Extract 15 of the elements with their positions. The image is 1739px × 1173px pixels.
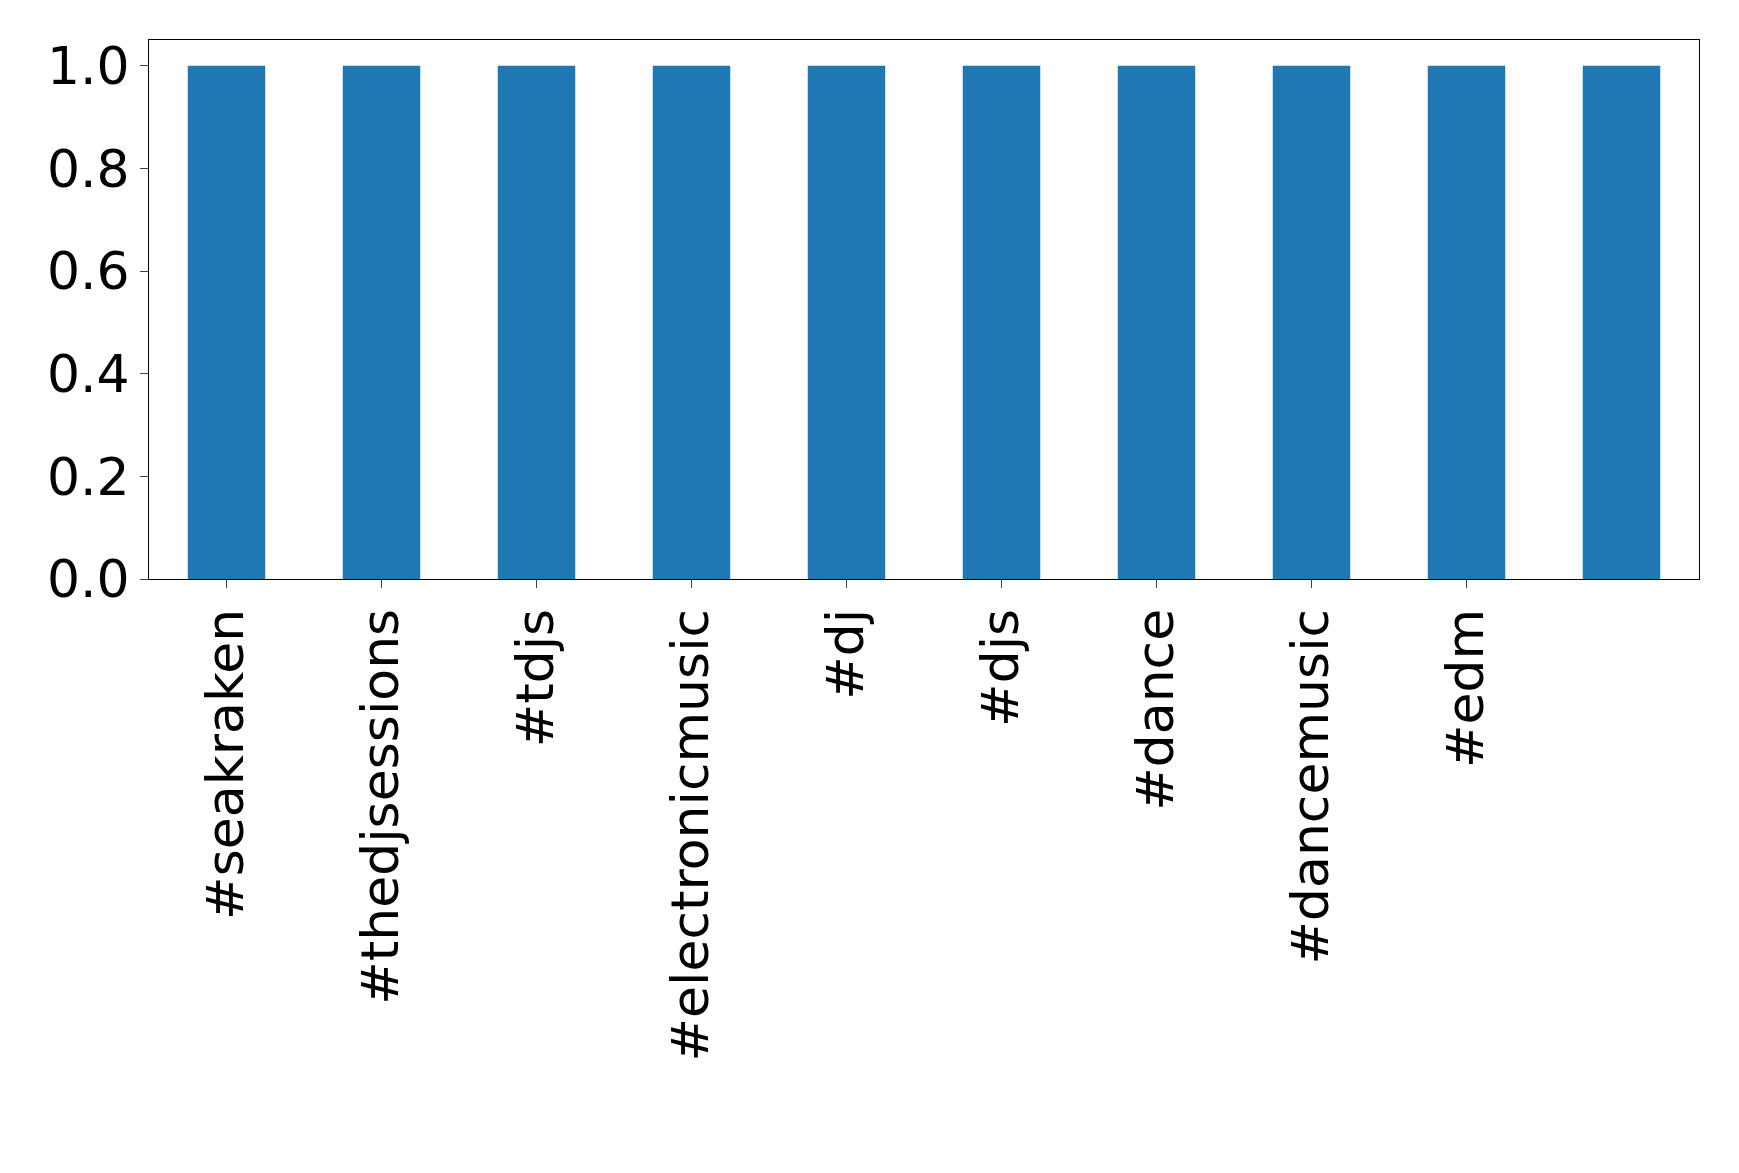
y-tick-label: 0.4 bbox=[46, 343, 130, 404]
x-tick-label: #tdjs bbox=[505, 608, 566, 748]
x-tick-label: #electronicmusic bbox=[660, 608, 721, 1062]
y-tick-label: 0.6 bbox=[46, 241, 130, 302]
y-tick-label: 0.8 bbox=[46, 138, 130, 199]
x-tick-label: #thedjsessions bbox=[350, 608, 411, 1005]
x-tick-label: #dance bbox=[1125, 608, 1186, 811]
y-tick-label: 1.0 bbox=[46, 35, 130, 96]
x-tick-label: #edm bbox=[1435, 608, 1496, 769]
x-tick-label: #djs bbox=[970, 608, 1031, 727]
y-tick-label: 0.2 bbox=[46, 446, 130, 507]
x-tick-label: #seakraken bbox=[195, 608, 256, 920]
y-tick-label: 0.0 bbox=[46, 549, 130, 610]
x-tick-label: #dancemusic bbox=[1280, 608, 1341, 965]
x-tick-label: #dj bbox=[815, 608, 876, 700]
